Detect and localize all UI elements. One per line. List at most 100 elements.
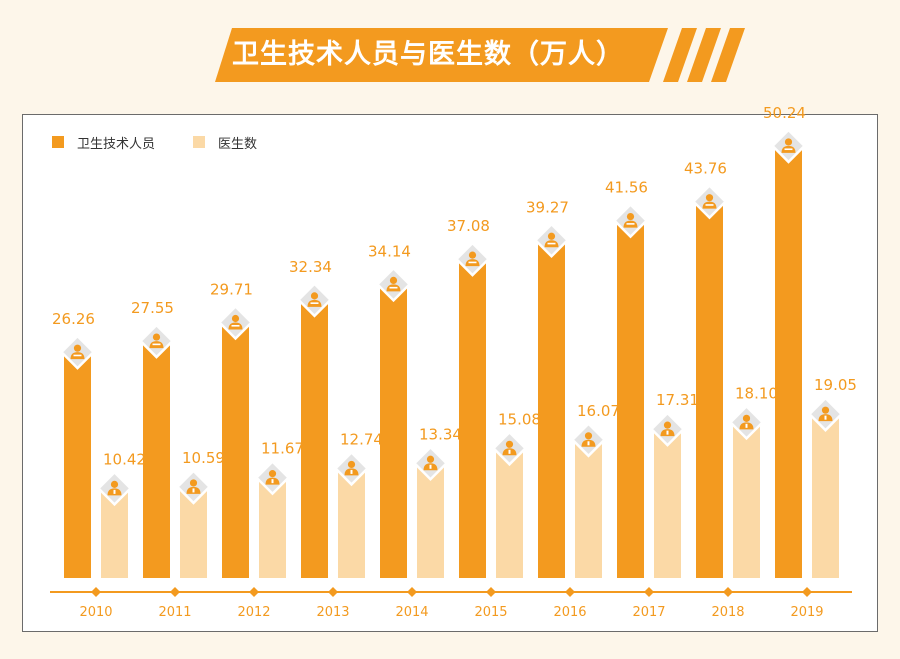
legend-item-secondary: 医生数 — [193, 133, 257, 152]
data-label: 19.05 — [814, 376, 857, 394]
title-stripe — [687, 28, 721, 82]
bar-secondary — [417, 463, 444, 578]
icon-badge — [152, 343, 161, 346]
icon-badge — [784, 148, 793, 151]
axis-marker — [170, 587, 180, 597]
title-banner-shape — [215, 28, 668, 82]
bar-primary — [380, 284, 407, 578]
data-label: 26.26 — [52, 310, 95, 328]
data-label: 43.76 — [684, 160, 727, 178]
icon-badge — [389, 286, 398, 289]
data-label: 34.14 — [368, 242, 411, 260]
icon-head — [626, 212, 635, 221]
icon-head — [784, 138, 793, 146]
axis-marker — [407, 587, 417, 597]
legend-swatch-secondary — [193, 136, 206, 148]
person-icon — [138, 323, 175, 359]
bar-primary — [301, 299, 328, 578]
data-label: 17.31 — [656, 391, 699, 409]
data-label: 29.71 — [210, 280, 253, 298]
data-label: 39.27 — [526, 198, 569, 216]
bar-primary — [696, 201, 723, 578]
person-icon — [770, 128, 807, 164]
doctor-icon — [412, 445, 449, 482]
data-label: 37.08 — [447, 217, 490, 235]
icon-cross — [271, 479, 274, 484]
x-tick-label: 2017 — [632, 605, 665, 620]
x-tick-label: 2016 — [553, 605, 586, 620]
icon-head — [389, 276, 398, 284]
bar-primary — [143, 341, 170, 578]
bar-primary — [64, 352, 91, 578]
icon-cross — [113, 489, 116, 494]
data-label: 41.56 — [605, 179, 648, 197]
x-tick-label: 2012 — [237, 605, 270, 620]
icon-cross — [745, 423, 748, 428]
bar-primary — [617, 220, 644, 579]
data-label: 15.08 — [498, 410, 541, 428]
bar-primary — [775, 145, 802, 578]
icon-head — [505, 440, 514, 448]
icon-head — [663, 421, 672, 429]
doctor-icon — [333, 450, 370, 487]
icon-badge — [73, 354, 82, 357]
doctor-icon — [728, 404, 765, 441]
x-tick-label: 2014 — [395, 605, 428, 620]
person-icon — [296, 282, 333, 318]
axis-marker — [486, 587, 496, 597]
icon-cross — [192, 488, 195, 493]
axis-marker — [802, 587, 812, 597]
x-tick-label: 2019 — [790, 605, 823, 620]
person-icon — [612, 202, 649, 239]
x-tick-label: 2015 — [474, 605, 507, 620]
data-label: 11.67 — [261, 440, 304, 458]
x-tick-label: 2013 — [316, 605, 349, 620]
icon-head — [426, 455, 435, 463]
icon-badge — [547, 242, 556, 245]
axis-marker — [565, 587, 575, 597]
x-tick-label: 2010 — [79, 605, 112, 620]
icon-head — [821, 406, 830, 414]
bar-primary — [459, 259, 486, 578]
x-tick-label: 2011 — [158, 605, 191, 620]
icon-head — [310, 292, 319, 300]
icon-head — [584, 432, 593, 440]
person-icon — [217, 304, 254, 341]
icon-badge — [626, 223, 635, 225]
icon-cross — [587, 441, 590, 446]
axis-marker — [328, 587, 338, 597]
person-icon — [375, 266, 412, 303]
icon-cross — [508, 449, 511, 454]
axis-marker — [723, 587, 733, 597]
icon-cross — [666, 430, 669, 435]
icon-head — [705, 194, 714, 202]
icon-badge — [468, 261, 477, 264]
data-label: 10.59 — [182, 449, 225, 467]
axis-marker — [91, 587, 101, 597]
doctor-icon — [254, 459, 291, 496]
person-icon — [454, 241, 491, 277]
doctor-icon — [175, 469, 212, 505]
icon-cross — [429, 464, 432, 469]
bar-secondary — [733, 422, 760, 578]
icon-head — [468, 251, 477, 259]
doctor-icon — [807, 396, 844, 432]
bar-secondary — [654, 429, 681, 578]
data-label: 50.24 — [763, 104, 806, 122]
title-banner — [215, 28, 745, 82]
icon-head — [347, 460, 356, 469]
data-label: 16.07 — [577, 402, 620, 420]
icon-badge — [705, 204, 714, 206]
legend-label-primary: 卫生技术人员 — [77, 136, 156, 152]
data-label: 18.10 — [735, 384, 778, 402]
icon-head — [268, 470, 277, 478]
data-label: 10.42 — [103, 450, 146, 468]
icon-cross — [350, 469, 353, 474]
person-icon — [533, 222, 570, 259]
icon-head — [742, 414, 751, 422]
x-tick-label: 2018 — [711, 605, 744, 620]
legend-swatch-primary — [52, 136, 64, 148]
person-icon — [691, 183, 728, 220]
data-label: 13.34 — [419, 425, 462, 443]
